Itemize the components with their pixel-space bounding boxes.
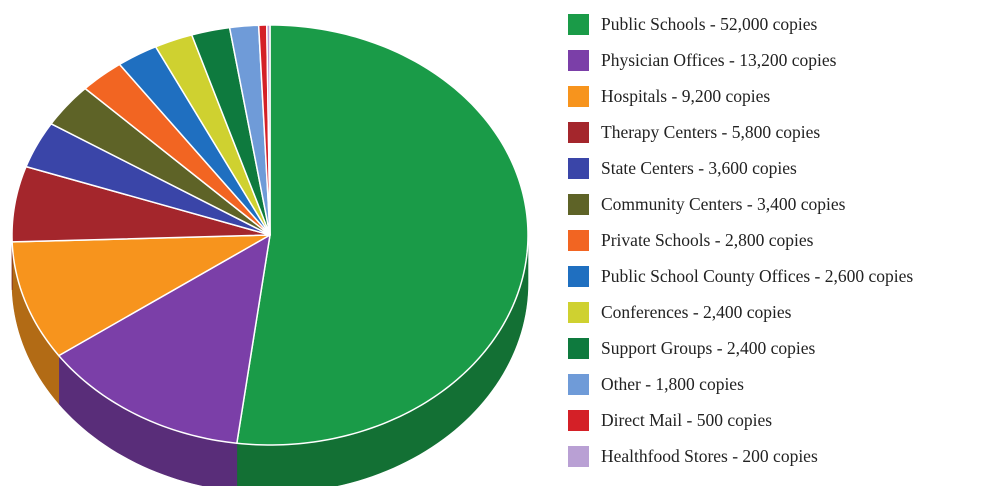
legend-item: State Centers - 3,600 copies bbox=[568, 150, 988, 186]
pie-slice-public-school-county-offices bbox=[118, 46, 271, 236]
chart-legend: Public Schools - 52,000 copies Physician … bbox=[568, 6, 988, 474]
legend-label: Public Schools - 52,000 copies bbox=[601, 13, 818, 34]
pie-slice-public-schools bbox=[236, 24, 529, 446]
legend-item: Private Schools - 2,800 copies bbox=[568, 222, 988, 258]
legend-item: Therapy Centers - 5,800 copies bbox=[568, 114, 988, 150]
legend-label: Direct Mail - 500 copies bbox=[601, 409, 773, 430]
legend-item: Public School County Offices - 2,600 cop… bbox=[568, 258, 988, 294]
legend-swatch bbox=[568, 13, 589, 35]
pie-slices bbox=[11, 24, 529, 446]
pie-slice-therapy-centers bbox=[11, 165, 271, 243]
legend-item: Direct Mail - 500 copies bbox=[568, 402, 988, 438]
legend-swatch bbox=[568, 229, 589, 251]
legend-item: Public Schools - 52,000 copies bbox=[568, 6, 988, 42]
pie-slice-state-centers bbox=[25, 123, 271, 236]
pie-slice-community-centers bbox=[50, 87, 271, 236]
pie-slice-private-schools bbox=[84, 63, 271, 236]
legend-label: Physician Offices - 13,200 copies bbox=[601, 49, 837, 70]
legend-swatch bbox=[568, 373, 589, 395]
legend-swatch bbox=[568, 85, 589, 107]
pie-slice-conferences bbox=[154, 34, 271, 236]
legend-swatch bbox=[568, 445, 589, 467]
legend-swatch bbox=[568, 49, 589, 71]
legend-item: Healthfood Stores - 200 copies bbox=[568, 438, 988, 474]
legend-item: Hospitals - 9,200 copies bbox=[568, 78, 988, 114]
legend-label: State Centers - 3,600 copies bbox=[601, 157, 797, 178]
legend-label: Hospitals - 9,200 copies bbox=[601, 85, 771, 106]
legend-label: Other - 1,800 copies bbox=[601, 373, 744, 394]
legend-item: Community Centers - 3,400 copies bbox=[568, 186, 988, 222]
pie-chart bbox=[11, 24, 529, 486]
legend-label: Public School County Offices - 2,600 cop… bbox=[601, 265, 914, 286]
legend-item: Support Groups - 2,400 copies bbox=[568, 330, 988, 366]
pie-slice-healthfood-stores bbox=[266, 24, 271, 236]
legend-swatch bbox=[568, 157, 589, 179]
legend-item: Conferences - 2,400 copies bbox=[568, 294, 988, 330]
legend-label: Conferences - 2,400 copies bbox=[601, 301, 792, 322]
legend-label: Healthfood Stores - 200 copies bbox=[601, 445, 818, 466]
legend-swatch bbox=[568, 409, 589, 431]
legend-swatch bbox=[568, 301, 589, 323]
legend-item: Physician Offices - 13,200 copies bbox=[568, 42, 988, 78]
legend-label: Therapy Centers - 5,800 copies bbox=[601, 121, 821, 142]
legend-label: Support Groups - 2,400 copies bbox=[601, 337, 816, 358]
pie-slice-hospitals bbox=[11, 234, 271, 357]
legend-swatch bbox=[568, 265, 589, 287]
pie-slice-other bbox=[228, 24, 271, 236]
legend-swatch bbox=[568, 121, 589, 143]
legend-label: Community Centers - 3,400 copies bbox=[601, 193, 846, 214]
pie-slice-physician-offices bbox=[58, 234, 271, 445]
legend-swatch bbox=[568, 337, 589, 359]
legend-swatch bbox=[568, 193, 589, 215]
legend-item: Other - 1,800 copies bbox=[568, 366, 988, 402]
legend-label: Private Schools - 2,800 copies bbox=[601, 229, 814, 250]
pie-slice-support-groups bbox=[190, 26, 271, 236]
